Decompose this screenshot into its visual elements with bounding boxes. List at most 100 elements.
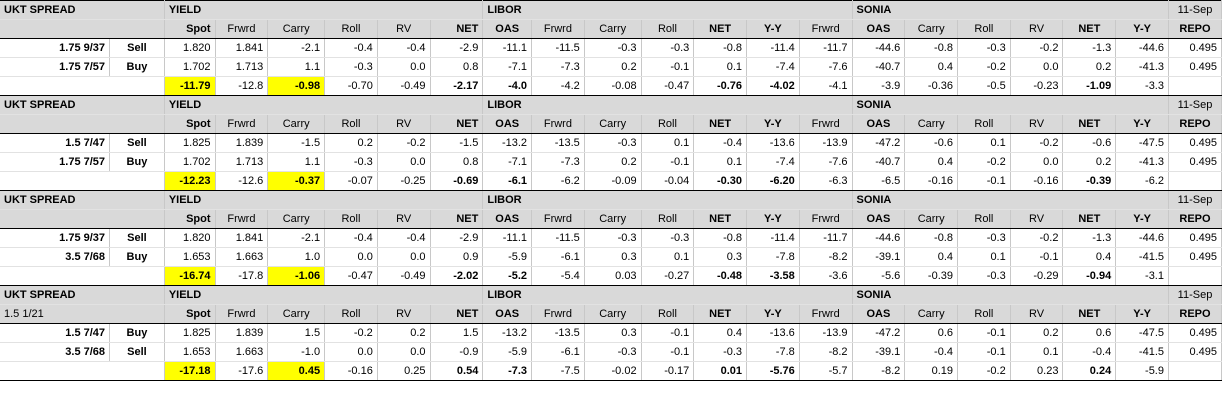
sonia-value: -1.3 (1062, 228, 1117, 248)
repo-header: REPO (1168, 209, 1222, 229)
yield-value: 1.820 (163, 38, 216, 58)
sonia-col-header: RV (1010, 114, 1064, 134)
sonia-col-header: RV (1010, 209, 1064, 229)
yield-value: -2.9 (430, 38, 484, 58)
yield-section-label: YIELD (163, 0, 484, 20)
sonia-col-header: RV (1010, 19, 1064, 39)
trade-side: Sell (109, 228, 165, 248)
libor-summary: -0.27 (641, 266, 695, 286)
libor-col-header: Y-Y (746, 209, 800, 229)
sonia-value: -41.3 (1115, 152, 1169, 172)
libor-col-header: Carry (584, 304, 642, 324)
libor-value: -0.8 (693, 228, 748, 248)
yield-summary: -11.79 (163, 76, 216, 96)
yield-col-header: Frwrd (215, 304, 269, 324)
sonia-value: -0.8 (904, 38, 958, 58)
trade-side: Buy (109, 323, 165, 343)
bond-row[interactable]: 1.75 7/57 Buy 1.702 1.713 1.1 -0.3 0.0 0.8 -7.1-… (0, 57, 1222, 77)
column-header-row: Spot Frwrd Carry Roll RV NET OAS Frwrd Carry Roll… (0, 209, 1222, 229)
yield-value: -1.0 (267, 342, 326, 362)
yield-summary: -2.17 (430, 76, 484, 96)
sonia-value: -44.6 (1115, 38, 1169, 58)
libor-value: -7.1 (482, 152, 533, 172)
sonia-value: -0.6 (1062, 133, 1117, 153)
sonia-value: -0.2 (957, 57, 1011, 77)
libor-summary: -0.76 (693, 76, 748, 96)
libor-value: -13.2 (482, 133, 533, 153)
trade-side: Sell (109, 342, 165, 362)
yield-value: -0.4 (324, 228, 378, 248)
yield-value: -0.4 (377, 228, 431, 248)
yield-summary: -0.49 (377, 76, 431, 96)
libor-value: -8.2 (799, 247, 853, 267)
libor-summary: -5.4 (531, 266, 585, 286)
sonia-summary: -3.1 (1115, 266, 1169, 286)
sonia-summary: -3.3 (1115, 76, 1169, 96)
yield-col-header: NET (430, 19, 484, 39)
libor-value: -7.4 (746, 57, 800, 77)
libor-col-header: Frwrd (799, 304, 853, 324)
sonia-value: 0.2 (1062, 57, 1117, 77)
yield-col-header: RV (377, 19, 431, 39)
libor-value: -11.4 (746, 38, 800, 58)
libor-value: -0.4 (693, 133, 748, 153)
libor-value: -7.8 (746, 342, 800, 362)
yield-value: 1.825 (163, 323, 216, 343)
libor-value: -0.1 (641, 57, 695, 77)
sonia-summary: -8.2 (851, 361, 906, 381)
yield-summary: -12.23 (163, 171, 216, 191)
sonia-summary: 0.19 (904, 361, 958, 381)
yield-value: 0.9 (430, 247, 484, 267)
yield-value: 0.0 (377, 152, 431, 172)
bond-name: 3.5 7/68 (0, 342, 111, 362)
libor-value: -6.1 (531, 342, 585, 362)
libor-value: -13.5 (531, 323, 585, 343)
libor-col-header: Roll (641, 114, 695, 134)
libor-summary: -0.48 (693, 266, 748, 286)
repo-summary (1168, 266, 1222, 286)
libor-col-header: Frwrd (531, 114, 585, 134)
date-label: 11-Sep (1168, 0, 1222, 20)
yield-col-header: Spot (163, 114, 216, 134)
repo-value: 0.495 (1168, 133, 1222, 153)
sonia-col-header: Carry (904, 304, 958, 324)
yield-value: 1.5 (430, 323, 484, 343)
sonia-col-header: Roll (957, 19, 1011, 39)
bond-row[interactable]: 3.5 7/68 Buy 1.653 1.663 1.0 0.0 0.0 0.9 -5.9 -6.… (0, 247, 1222, 267)
sonia-value: 0.0 (1010, 57, 1064, 77)
sonia-section-label: SONIA (851, 95, 1170, 115)
summary-row: -17.18 -17.6 0.45 -0.16 0.25 0.54 -7.3 -7.5 -0.0… (0, 361, 1222, 381)
libor-summary: -0.02 (584, 361, 642, 381)
sonia-value: -0.1 (1010, 247, 1064, 267)
sonia-summary: 0.24 (1062, 361, 1117, 381)
bond-row[interactable]: 1.5 7/47 Buy 1.825 1.839 1.5 -0.2 0.2 1.5 -13.2-… (0, 323, 1222, 343)
sonia-col-header: Carry (904, 19, 958, 39)
sonia-section-label: SONIA (851, 285, 1170, 305)
libor-col-header: OAS (482, 114, 533, 134)
libor-value: -0.3 (641, 228, 695, 248)
yield-col-header: RV (377, 209, 431, 229)
libor-value: -11.7 (799, 38, 853, 58)
bond-row[interactable]: 1.75 9/37 Sell 1.820 1.841 -2.1 -0.4 -0.4 -2.9-… (0, 228, 1222, 248)
yield-value: -0.9 (430, 342, 484, 362)
block-subtitle (0, 114, 165, 134)
libor-summary: -0.08 (584, 76, 642, 96)
yield-value: 1.839 (215, 323, 269, 343)
trade-side: Buy (109, 152, 165, 172)
yield-col-header: Roll (324, 209, 378, 229)
bond-row[interactable]: 3.5 7/68 Sell 1.653 1.663 -1.0 0.0 0.0 -0.9 -5.9… (0, 342, 1222, 362)
repo-header: REPO (1168, 114, 1222, 134)
bond-row[interactable]: 1.5 7/47 Sell 1.825 1.839 -1.5 0.2 -0.2 -1.5 -13… (0, 133, 1222, 153)
yield-value: -0.3 (324, 57, 378, 77)
libor-col-header: NET (693, 114, 748, 134)
sonia-value: 0.6 (904, 323, 958, 343)
bond-name: 1.75 7/57 (0, 57, 111, 77)
sonia-value: 0.2 (1062, 152, 1117, 172)
yield-value: -0.4 (324, 38, 378, 58)
bond-row[interactable]: 1.75 9/37 Sell 1.820 1.841 -2.1 -0.4 -0.4 -2.9-… (0, 38, 1222, 58)
block-title: UKT SPREAD (0, 95, 165, 115)
bond-row[interactable]: 1.75 7/57 Buy 1.702 1.713 1.1 -0.3 0.0 0.8 -7.1-… (0, 152, 1222, 172)
libor-value: -0.1 (641, 323, 695, 343)
libor-col-header: OAS (482, 304, 533, 324)
yield-value: -0.2 (324, 323, 378, 343)
